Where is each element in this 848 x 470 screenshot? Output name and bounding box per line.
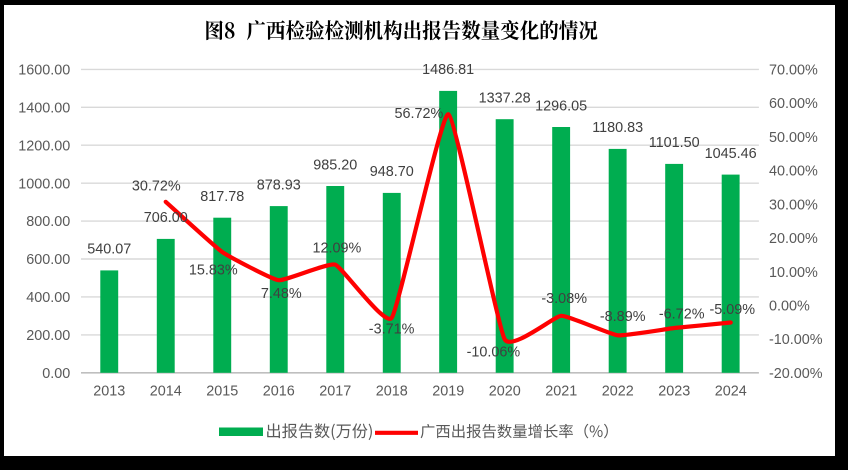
svg-text:2023: 2023	[658, 384, 690, 400]
svg-text:2013: 2013	[93, 384, 125, 400]
svg-text:2014: 2014	[150, 384, 182, 400]
svg-text:2022: 2022	[602, 384, 634, 400]
svg-text:-10.06%: -10.06%	[467, 344, 521, 360]
svg-text:30.72%: 30.72%	[132, 179, 181, 195]
svg-text:30.00%: 30.00%	[769, 197, 818, 213]
svg-text:1180.83: 1180.83	[592, 120, 643, 136]
svg-text:948.70: 948.70	[370, 164, 414, 180]
svg-text:-10.00%: -10.00%	[769, 332, 823, 348]
svg-text:2017: 2017	[319, 384, 351, 400]
svg-text:400.00: 400.00	[26, 290, 70, 306]
svg-text:1045.46: 1045.46	[705, 146, 757, 162]
svg-text:12.09%: 12.09%	[312, 240, 361, 256]
svg-text:-20.00%: -20.00%	[769, 366, 823, 382]
svg-text:1600.00: 1600.00	[18, 63, 70, 79]
svg-text:7.48%: 7.48%	[261, 286, 302, 302]
svg-text:985.20: 985.20	[313, 157, 357, 173]
svg-text:2018: 2018	[376, 384, 408, 400]
svg-text:2024: 2024	[715, 384, 747, 400]
svg-text:0.00: 0.00	[42, 366, 70, 382]
svg-text:60.00%: 60.00%	[769, 96, 818, 112]
svg-text:1400.00: 1400.00	[18, 100, 70, 116]
svg-text:2015: 2015	[206, 384, 238, 400]
svg-text:40.00%: 40.00%	[769, 164, 818, 180]
svg-text:1200.00: 1200.00	[18, 138, 70, 154]
svg-text:200.00: 200.00	[26, 328, 70, 344]
svg-text:10.00%: 10.00%	[769, 265, 818, 281]
svg-text:706.00: 706.00	[144, 210, 188, 226]
svg-text:20.00%: 20.00%	[769, 231, 818, 247]
svg-text:1101.50: 1101.50	[649, 135, 700, 151]
svg-text:800.00: 800.00	[26, 214, 70, 230]
svg-text:600.00: 600.00	[26, 252, 70, 268]
svg-text:1337.28: 1337.28	[479, 91, 531, 107]
svg-text:878.93: 878.93	[257, 177, 301, 193]
svg-text:2016: 2016	[263, 384, 295, 400]
svg-text:2019: 2019	[432, 384, 464, 400]
svg-text:-6.72%: -6.72%	[659, 307, 705, 323]
svg-text:2020: 2020	[489, 384, 521, 400]
svg-text:70.00%: 70.00%	[769, 63, 818, 79]
svg-text:1296.05: 1296.05	[535, 98, 587, 114]
svg-text:540.07: 540.07	[87, 242, 131, 258]
svg-text:1000.00: 1000.00	[18, 176, 70, 192]
svg-text:56.72%: 56.72%	[394, 106, 443, 122]
svg-text:-8.89%: -8.89%	[600, 309, 646, 325]
svg-text:2021: 2021	[545, 384, 577, 400]
svg-text:15.83%: 15.83%	[189, 262, 238, 278]
svg-text:-3.71%: -3.71%	[369, 322, 415, 338]
svg-text:0.00%: 0.00%	[769, 299, 810, 315]
svg-text:-3.08%: -3.08%	[541, 291, 587, 307]
svg-text:-5.09%: -5.09%	[709, 302, 755, 318]
svg-text:1486.81: 1486.81	[422, 62, 474, 78]
svg-text:817.78: 817.78	[200, 189, 244, 205]
svg-text:50.00%: 50.00%	[769, 130, 818, 146]
